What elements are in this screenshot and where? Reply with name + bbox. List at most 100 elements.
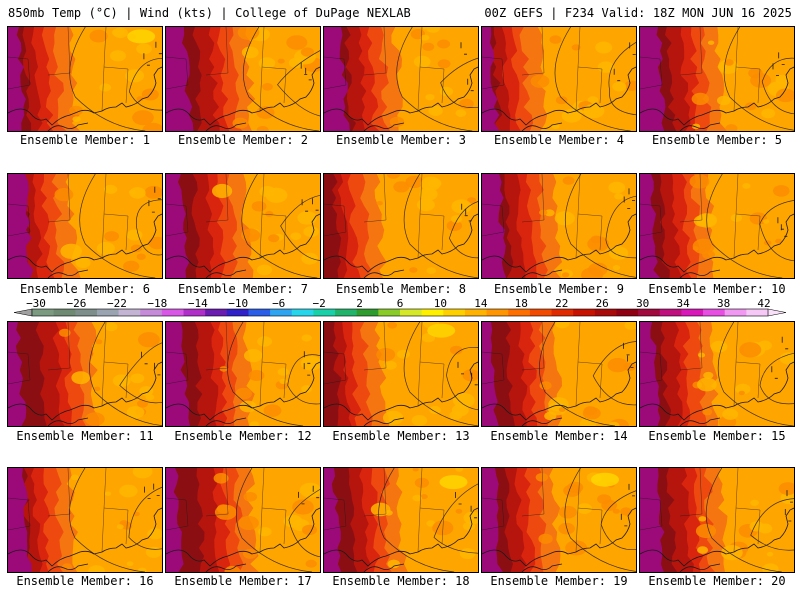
coastline bbox=[363, 122, 405, 131]
isotherm-contour bbox=[277, 50, 320, 117]
coastline bbox=[47, 122, 89, 131]
wind-marker bbox=[455, 492, 462, 505]
coastline bbox=[521, 269, 563, 278]
temperature-patch bbox=[425, 94, 435, 101]
coastline bbox=[679, 122, 721, 131]
isotherm-contour bbox=[227, 322, 304, 426]
temperature-patch bbox=[539, 381, 552, 390]
isotherm-contour bbox=[89, 322, 162, 426]
member-label: Ensemble Member: 17 bbox=[174, 574, 312, 588]
ensemble-map-panel bbox=[323, 173, 479, 279]
colorbar-swatch bbox=[638, 309, 661, 316]
coastline bbox=[363, 417, 405, 426]
wind-marker bbox=[620, 513, 628, 527]
temperature-patch bbox=[303, 226, 319, 238]
temperature-patch bbox=[301, 385, 313, 393]
temperature-patch bbox=[766, 551, 774, 557]
temperature-patch bbox=[387, 322, 397, 329]
colorbar-swatch bbox=[161, 309, 184, 316]
temperature-patch bbox=[581, 267, 604, 278]
temperature-patch bbox=[597, 61, 614, 73]
isotherm-contour bbox=[449, 201, 478, 259]
ensemble-map-panel bbox=[165, 173, 321, 279]
isotherm-contour bbox=[287, 354, 320, 405]
coastline bbox=[324, 66, 478, 126]
temperature-patch bbox=[608, 246, 629, 260]
coastline bbox=[640, 507, 794, 567]
temperature-patch bbox=[538, 533, 553, 544]
wind-marker bbox=[312, 485, 320, 499]
colorbar-swatch bbox=[270, 309, 293, 316]
colorbar-tick-label: −14 bbox=[188, 298, 208, 310]
coastline bbox=[8, 213, 162, 273]
temperature-patch bbox=[262, 83, 273, 91]
temperature-patch bbox=[268, 234, 280, 243]
temperature-band bbox=[640, 27, 666, 131]
member-label: Ensemble Member: 20 bbox=[648, 574, 786, 588]
wind-marker bbox=[155, 41, 162, 55]
state-border bbox=[482, 174, 603, 259]
member-label: Ensemble Member: 3 bbox=[335, 133, 467, 147]
temperature-patch bbox=[397, 349, 410, 359]
temperature-patch bbox=[775, 88, 794, 103]
temperature-patch bbox=[123, 260, 140, 272]
temperature-patch bbox=[110, 50, 126, 62]
temperature-patch bbox=[243, 492, 258, 502]
temperature-band bbox=[8, 174, 34, 278]
colorbar-swatch bbox=[356, 309, 379, 316]
temperature-patch bbox=[120, 521, 133, 530]
temperature-map bbox=[324, 468, 478, 572]
temperature-patch bbox=[450, 345, 463, 355]
temperature-patch bbox=[256, 126, 269, 131]
temperature-patch bbox=[299, 482, 320, 498]
temperature-band bbox=[166, 322, 190, 426]
coastline bbox=[47, 563, 89, 572]
temperature-band bbox=[166, 27, 194, 131]
colorbar-swatch bbox=[681, 309, 704, 316]
temperature-patch bbox=[555, 96, 568, 105]
temperature-patch bbox=[762, 563, 779, 572]
colorbar-tick-label: 38 bbox=[717, 298, 730, 310]
colorbar-tick-label: 26 bbox=[596, 298, 609, 310]
temperature-patch bbox=[283, 514, 303, 528]
temperature-patch bbox=[137, 567, 147, 572]
colorbar-swatch bbox=[313, 309, 336, 316]
state-border bbox=[324, 322, 445, 407]
colorbar-tick-label: 30 bbox=[636, 298, 649, 310]
colorbar-swatch bbox=[140, 309, 163, 316]
isotherm-contour bbox=[750, 498, 794, 551]
coastline bbox=[482, 66, 636, 126]
temperature-patch bbox=[286, 35, 308, 50]
isotherm-contour bbox=[605, 195, 636, 259]
state-border bbox=[166, 468, 287, 553]
wind-marker bbox=[303, 351, 311, 364]
colorbar-tick-label: −10 bbox=[228, 298, 248, 310]
colorbar-swatch bbox=[75, 309, 98, 316]
wind-marker bbox=[623, 196, 631, 209]
isotherm-contour bbox=[592, 341, 636, 406]
temperature-map bbox=[166, 322, 320, 426]
isotherm-contour bbox=[564, 468, 636, 572]
isotherm-contour bbox=[723, 27, 794, 131]
temperature-patch bbox=[710, 340, 728, 353]
temperature-patch bbox=[707, 40, 715, 45]
temperature-patch bbox=[692, 238, 715, 254]
isotherm-contour bbox=[446, 347, 478, 411]
colorbar-tick-label: 42 bbox=[757, 298, 770, 310]
temperature-band bbox=[8, 27, 26, 131]
temperature-patch bbox=[462, 521, 476, 531]
temperature-patch bbox=[698, 516, 707, 522]
temperature-patch bbox=[554, 322, 570, 329]
wind-marker bbox=[141, 351, 148, 365]
temperature-patch bbox=[695, 523, 717, 539]
temperature-patch bbox=[612, 265, 621, 271]
temperature-patch bbox=[624, 322, 636, 330]
temperature-patch bbox=[94, 386, 101, 392]
coastline bbox=[166, 361, 320, 421]
temperature-patch bbox=[426, 267, 436, 274]
temperature-map bbox=[640, 322, 794, 426]
temperature-patch bbox=[104, 491, 112, 496]
colorbar-swatch bbox=[53, 309, 76, 316]
state-border bbox=[640, 174, 761, 259]
isotherm-contour bbox=[403, 174, 478, 278]
